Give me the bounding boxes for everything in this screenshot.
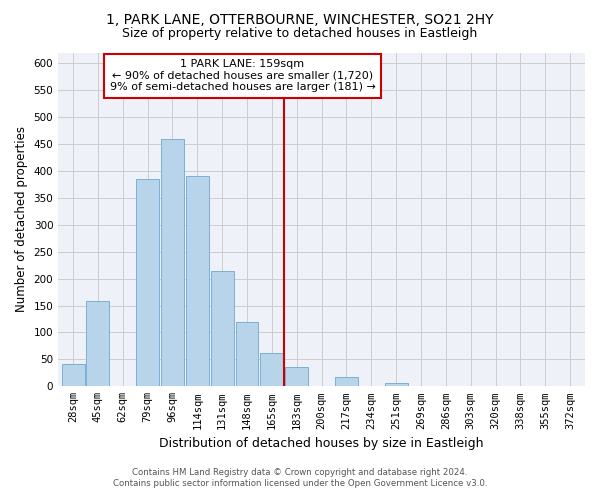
X-axis label: Distribution of detached houses by size in Eastleigh: Distribution of detached houses by size … bbox=[160, 437, 484, 450]
Bar bbox=[186, 176, 209, 386]
Bar bbox=[236, 322, 259, 386]
Bar bbox=[62, 364, 85, 386]
Text: Size of property relative to detached houses in Eastleigh: Size of property relative to detached ho… bbox=[122, 28, 478, 40]
Bar bbox=[86, 301, 109, 386]
Text: 1, PARK LANE, OTTERBOURNE, WINCHESTER, SO21 2HY: 1, PARK LANE, OTTERBOURNE, WINCHESTER, S… bbox=[106, 12, 494, 26]
Text: Contains HM Land Registry data © Crown copyright and database right 2024.
Contai: Contains HM Land Registry data © Crown c… bbox=[113, 468, 487, 487]
Bar bbox=[161, 138, 184, 386]
Bar bbox=[211, 270, 233, 386]
Bar bbox=[335, 376, 358, 386]
Bar bbox=[385, 382, 407, 386]
Text: 1 PARK LANE: 159sqm
← 90% of detached houses are smaller (1,720)
9% of semi-deta: 1 PARK LANE: 159sqm ← 90% of detached ho… bbox=[110, 59, 376, 92]
Bar bbox=[286, 368, 308, 386]
Bar bbox=[260, 353, 283, 386]
Bar bbox=[136, 179, 159, 386]
Y-axis label: Number of detached properties: Number of detached properties bbox=[15, 126, 28, 312]
